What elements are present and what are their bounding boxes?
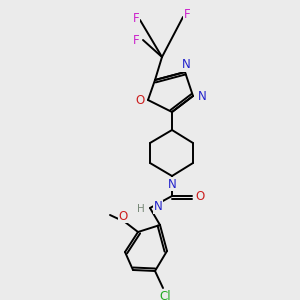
Text: F: F (184, 8, 190, 22)
Text: N: N (154, 200, 163, 214)
Text: N: N (198, 89, 206, 103)
Text: O: O (135, 94, 145, 106)
Text: N: N (182, 58, 190, 71)
Text: O: O (118, 209, 127, 223)
Text: F: F (133, 34, 139, 47)
Text: F: F (133, 11, 139, 25)
Text: N: N (168, 178, 176, 190)
Text: Cl: Cl (159, 290, 171, 300)
Text: O: O (195, 190, 205, 202)
Text: H: H (137, 204, 145, 214)
